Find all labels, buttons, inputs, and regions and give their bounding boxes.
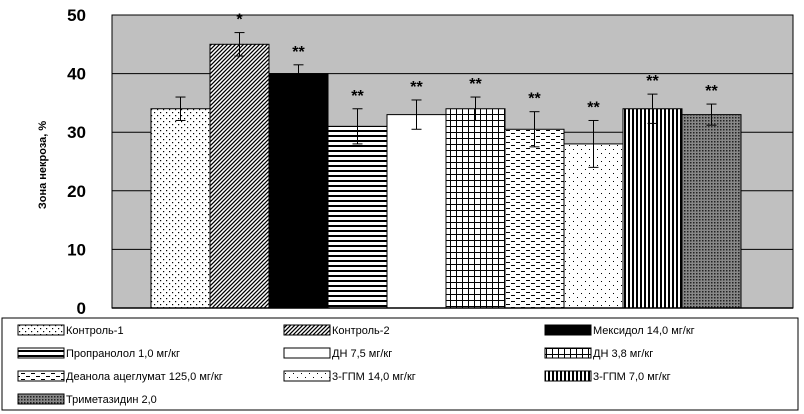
legend-swatch <box>544 324 592 336</box>
significance-label: ** <box>292 44 305 61</box>
legend-box <box>1 317 799 411</box>
bar <box>563 143 624 309</box>
bar <box>386 114 447 309</box>
legend-label: Деанола ацеглумат 125,0 мг/кг <box>66 371 223 383</box>
y-axis-label: Зона некроза, % <box>37 121 49 210</box>
bars <box>150 43 742 309</box>
legend-label: Триметазидин 2,0 <box>66 394 157 406</box>
y-tick-label: 30 <box>67 123 86 142</box>
significance-label: ** <box>705 83 718 100</box>
legend-label: 3-ГПМ 14,0 мг/кг <box>332 371 416 383</box>
legend-swatch <box>17 324 65 336</box>
legend-swatch <box>544 347 592 359</box>
bar <box>327 125 388 309</box>
legend-label: Мексидол 14,0 мг/кг <box>593 325 695 337</box>
bar <box>681 114 742 309</box>
y-tick-labels: 0 10 20 30 40 50 <box>67 6 86 318</box>
legend-label: 3-ГПМ 7,0 мг/кг <box>593 371 671 383</box>
significance-label: ** <box>351 88 364 105</box>
bar <box>622 108 683 309</box>
legend-label: Пропранолол 1,0 мг/кг <box>66 348 180 360</box>
legend-swatch <box>17 370 65 382</box>
significance-label: * <box>236 12 243 29</box>
legend: Контроль-1 Контроль-2 Мексидол 14,0 мг/кг П… <box>17 324 695 406</box>
y-tick-label: 20 <box>67 182 86 201</box>
bar <box>150 108 211 309</box>
significance-labels: ******* ********** <box>236 12 718 117</box>
error-bars <box>175 32 717 168</box>
significance-label: ** <box>646 73 659 90</box>
legend-swatch <box>17 347 65 359</box>
legend-swatch <box>283 324 331 336</box>
significance-label: ** <box>469 76 482 93</box>
significance-label: ** <box>587 99 600 116</box>
significance-label: ** <box>410 79 423 96</box>
legend-label: Контроль-2 <box>332 325 390 337</box>
bar <box>445 108 506 309</box>
y-tick-label: 10 <box>67 240 86 259</box>
bar <box>268 73 329 309</box>
bar <box>504 128 565 309</box>
legend-label: ДН 3,8 мг/кг <box>593 348 653 360</box>
legend-swatch <box>17 393 65 405</box>
legend-swatch <box>283 370 331 382</box>
bar <box>209 43 270 309</box>
y-tick-label: 50 <box>67 6 86 25</box>
legend-label: Контроль-1 <box>66 325 124 337</box>
legend-label: ДН 7,5 мг/кг <box>332 348 392 360</box>
significance-label: ** <box>528 91 541 108</box>
legend-swatch <box>283 347 331 359</box>
legend-swatch <box>544 370 592 382</box>
y-tick-label: 0 <box>77 299 86 318</box>
y-tick-label: 40 <box>67 65 86 84</box>
